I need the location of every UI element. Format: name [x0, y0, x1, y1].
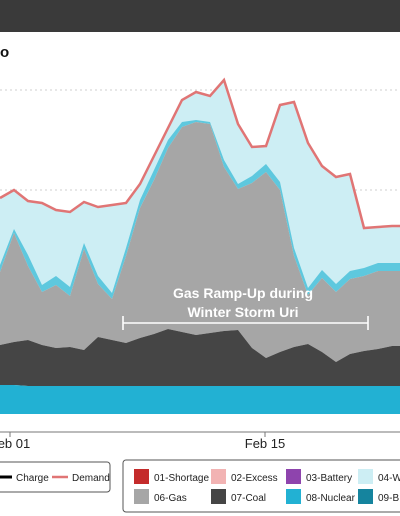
- legend-swatch-shortage: [134, 469, 149, 484]
- annotation-line1: Gas Ramp-Up during: [173, 285, 313, 301]
- area-06-gas: [0, 122, 400, 362]
- legend-swatch-coal: [211, 489, 226, 504]
- x-tick-label: Feb 01: [0, 436, 30, 451]
- legend-swatch-excess: [211, 469, 226, 484]
- area-gas-edge: [0, 120, 400, 299]
- area-07-coal: [0, 329, 400, 386]
- plot-area: [0, 77, 400, 414]
- legend: Charge Demand 01-Shortage 02-Excess 03-B…: [0, 459, 400, 513]
- legend-label-battery: 03-Battery: [306, 473, 352, 484]
- legend-swatch-gas: [134, 489, 149, 504]
- legend-label-shortage: 01-Shortage: [154, 473, 209, 484]
- legend-swatch-w: [358, 469, 373, 484]
- legend-box-categories: [122, 459, 400, 513]
- axes: Feb 01 Feb 15: [0, 431, 400, 451]
- area-08-nuclear: [0, 385, 400, 414]
- annotation: Gas Ramp-Up during Winter Storm Uri: [122, 285, 369, 330]
- legend-swatch-nuclear: [286, 489, 301, 504]
- annotation-line2: Winter Storm Uri: [187, 304, 298, 320]
- legend-label-coal: 07-Coal: [231, 493, 266, 504]
- series-line-demand: [0, 77, 400, 230]
- legend-label-excess: 02-Excess: [231, 473, 278, 484]
- legend-label-nuclear: 08-Nuclear: [306, 493, 356, 504]
- legend-swatch-b: [358, 489, 373, 504]
- legend-swatch-battery: [286, 469, 301, 484]
- legend-label-gas: 06-Gas: [154, 493, 187, 504]
- legend-label-w: 04-W: [378, 473, 400, 484]
- chart-title-partial: o: [0, 44, 10, 61]
- legend-label-b: 09-B: [378, 493, 399, 504]
- x-tick-label: Feb 15: [245, 436, 285, 451]
- area-04-w: [0, 80, 400, 299]
- top-bar: [0, 0, 400, 32]
- legend-label-demand: Demand: [72, 473, 110, 484]
- legend-label-charge: Charge: [16, 473, 49, 484]
